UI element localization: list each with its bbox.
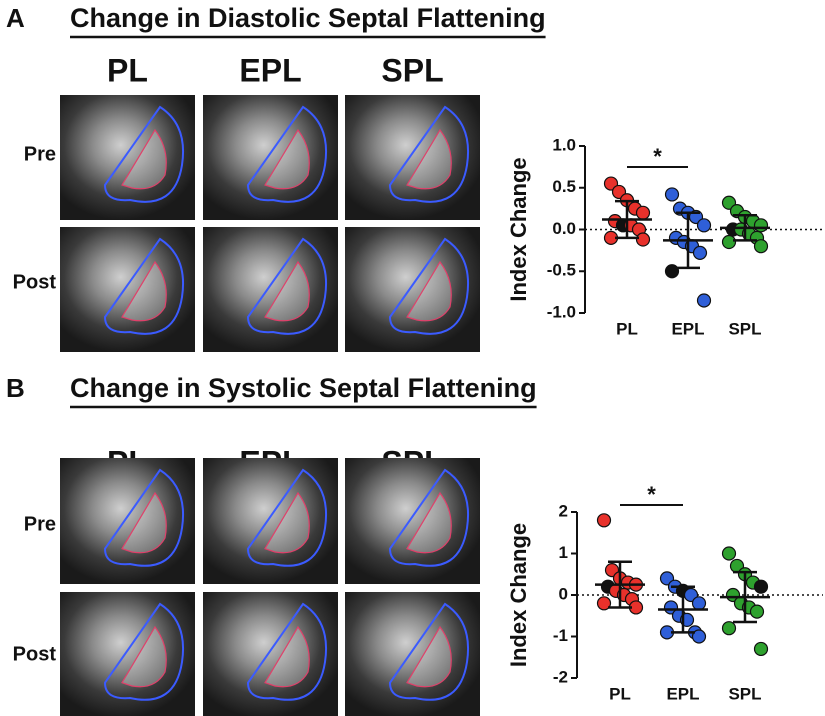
mri-image [203,95,338,220]
lv-contour [264,260,310,322]
y-tick-label: 0.0 [552,219,576,238]
panel-label: A [6,3,25,33]
y-tick-label: -1.0 [547,302,576,321]
data-point [696,293,712,308]
rv-contour [103,602,184,701]
image-row-label: Post [13,271,57,293]
image-row-label: Pre [24,143,56,165]
rv-contour [246,602,327,701]
y-axis-label: Index Change [506,157,531,301]
panel-title: Change in Diastolic Septal Flattening [70,3,546,33]
data-point [596,513,612,528]
lv-contour [264,491,310,554]
lv-contour [406,491,452,554]
mri-image [60,458,195,584]
y-tick-label: 1 [559,543,568,562]
y-axis-label: Index Change [506,523,531,667]
rv-contour [388,237,469,335]
y-tick-label: -0.5 [547,261,576,280]
mri-image [203,592,338,716]
image-row-label: Pre [24,513,56,535]
mri-image [60,592,195,716]
data-point [635,232,651,247]
data-point [664,187,680,202]
panel-label: B [6,373,25,403]
mri-image [203,227,338,352]
data-point [753,579,769,594]
mri-image [60,227,195,352]
image-row-label: Post [13,643,57,665]
lv-contour [121,491,167,554]
data-point [721,546,737,561]
y-tick-label: 0 [559,584,568,603]
lv-contour [121,128,167,190]
mri-image [345,592,480,716]
panel-title: Change in Systolic Septal Flattening [70,373,537,403]
data-point [753,641,769,657]
data-point [696,218,712,233]
mri-image [345,227,480,352]
data-point [753,239,769,254]
data-point [635,205,651,220]
lv-contour [264,128,310,190]
data-point [753,218,769,233]
mri-image [203,458,338,584]
x-tick-label: EPL [671,319,704,338]
lv-contour [406,625,452,688]
y-tick-label: 2 [559,501,568,520]
rv-contour [388,602,469,701]
rv-contour [103,237,184,335]
lv-contour [406,128,452,190]
image-column-label: SPL [381,52,443,88]
lv-contour [406,260,452,322]
mri-image [60,95,195,220]
data-point [691,596,707,611]
mri-image [345,95,480,220]
x-tick-label: PL [616,319,638,338]
data-point [721,234,737,250]
data-point [749,604,765,619]
rv-contour [103,468,184,567]
image-column-label: PL [107,52,148,88]
y-tick-label: -1 [553,626,568,645]
data-point [692,245,708,260]
rv-contour [388,468,469,567]
lv-contour [121,260,167,322]
lv-contour [121,625,167,688]
lv-contour [264,625,310,688]
x-tick-label: EPL [666,684,699,703]
rv-contour [246,468,327,567]
data-point [691,629,707,644]
image-column-label: EPL [239,52,301,88]
x-tick-label: PL [609,684,631,703]
significance-label: * [653,144,662,169]
y-tick-label: -2 [553,667,568,686]
data-point [664,264,680,279]
data-point [596,596,612,611]
x-tick-label: SPL [728,319,761,338]
rv-contour [246,105,327,203]
rv-contour [246,237,327,335]
data-point [721,621,737,636]
significance-label: * [647,482,656,507]
x-tick-label: SPL [728,684,761,703]
mri-image [345,458,480,584]
y-tick-label: 0.5 [552,177,576,196]
y-tick-label: 1.0 [552,135,576,154]
rv-contour [103,105,184,203]
rv-contour [388,105,469,203]
